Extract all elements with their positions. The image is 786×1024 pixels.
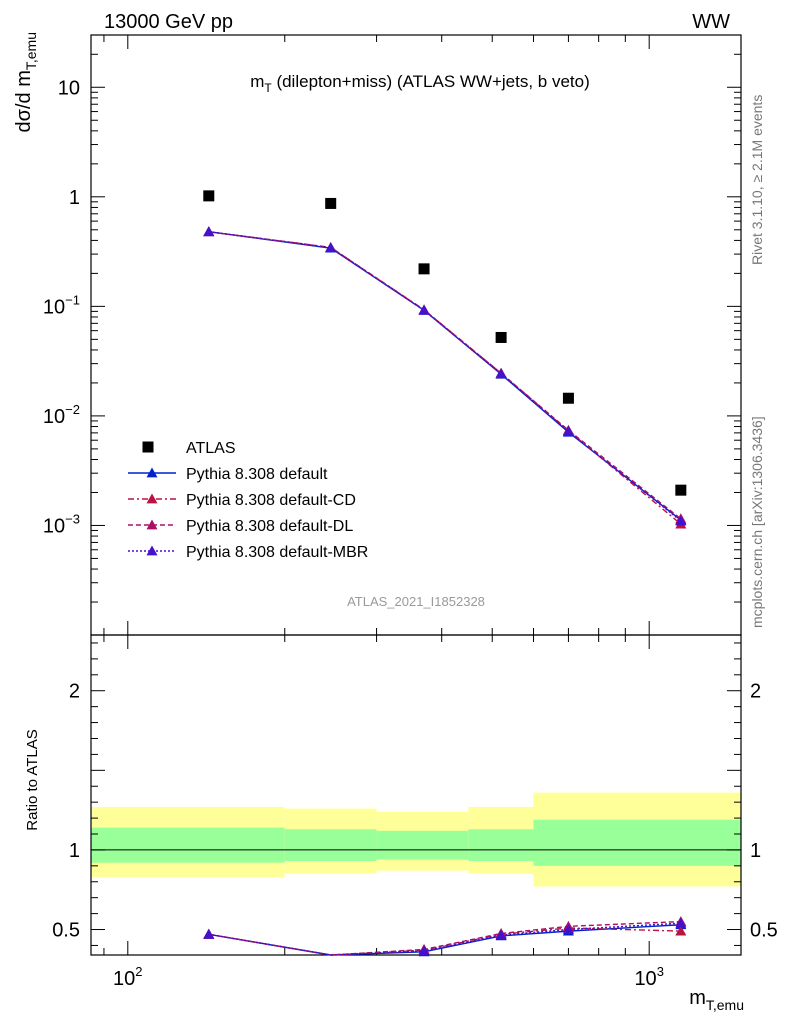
ratio-tick-label-right-1: 1 <box>750 840 761 862</box>
band-inner-0 <box>91 827 285 863</box>
ratio-tick-label-left-2: 2 <box>69 681 80 703</box>
band-inner-4 <box>533 819 741 866</box>
atlas-point-2 <box>418 263 430 275</box>
legend-marker-default <box>146 467 158 478</box>
y-tick-label-0.001: 10−3 <box>43 511 80 537</box>
series-line-main-mbr <box>208 231 682 522</box>
atlas-point-4 <box>562 392 574 404</box>
x-tick-label-1000: 103 <box>634 964 663 990</box>
axis-ticks <box>91 34 741 955</box>
series-marker-ratio-mbr-4 <box>562 924 574 934</box>
legend: ATLAS Pythia 8.308 default Pythia 8.308 de… <box>128 440 368 561</box>
atlas-point-1 <box>325 197 337 209</box>
legend-label-mbr: Pythia 8.308 default-MBR <box>186 544 368 561</box>
series-marker-main-mbr-3 <box>495 368 507 379</box>
ratio-y-axis-label: Ratio to ATLAS <box>24 729 41 830</box>
legend-marker-dl <box>146 519 158 530</box>
series-marker-main-mbr-4 <box>562 426 574 436</box>
atlas-data-points <box>203 190 687 496</box>
series-marker-ratio-mbr-3 <box>495 929 507 940</box>
band-inner-2 <box>376 830 469 860</box>
series-marker-ratio-mbr-5 <box>675 917 687 928</box>
ratio-plot-frame <box>90 634 742 956</box>
series-marker-ratio-cd-5 <box>675 925 687 936</box>
plot-title: mT (dilepton+miss) (ATLAS WW+jets, b vet… <box>250 72 590 95</box>
side-label-mcplots: mcplots.cern.ch [arXiv:1306.3436] <box>749 416 765 628</box>
legend-label-default: Pythia 8.308 default <box>186 466 328 483</box>
series-line-ratio-cd <box>208 927 681 956</box>
legend-marker-mbr <box>146 545 158 556</box>
y-tick-label-10: 10 <box>58 77 80 99</box>
band-inner-3 <box>468 829 534 862</box>
axis-tick-labels: 102 103 10 1 10−1 10−2 10−3 2 2 1 1 0.5 0.5 <box>43 77 778 990</box>
ratio-uncertainty-bands <box>91 792 741 887</box>
axes-frames <box>90 34 742 956</box>
series-line-ratio-mbr <box>208 922 681 956</box>
atlas-point-0 <box>203 190 215 202</box>
legend-label-cd: Pythia 8.308 default-CD <box>186 492 356 509</box>
series-line-ratio-dl <box>208 920 681 956</box>
band-inner-1 <box>284 829 377 862</box>
y-axis-label: dσ/d mT,emu <box>13 32 39 133</box>
ratio-tick-label-right-2: 2 <box>750 681 761 703</box>
header-right: WW <box>692 11 730 33</box>
watermark: ATLAS_2021_I1852328 <box>347 594 485 609</box>
atlas-point-3 <box>495 331 507 343</box>
legend-label-atlas: ATLAS <box>186 440 236 457</box>
legend-label-dl: Pythia 8.308 default-DL <box>186 518 353 535</box>
ratio-tick-label-right-0.5: 0.5 <box>750 920 778 942</box>
series-marker-ratio-mbr-2 <box>418 945 430 956</box>
header-left: 13000 GeV pp <box>104 11 233 33</box>
x-axis-label: mT,emu <box>689 987 744 1013</box>
y-tick-label-1: 1 <box>69 187 80 209</box>
series-marker-ratio-mbr-0 <box>203 928 215 939</box>
series-line-ratio-default <box>208 924 681 956</box>
series-marker-main-mbr-5 <box>675 515 687 526</box>
ratio-tick-label-left-1: 1 <box>69 840 80 862</box>
side-label-rivet: Rivet 3.1.10, ≥ 2.1M events <box>749 95 765 265</box>
series-marker-main-mbr-2 <box>418 304 430 315</box>
legend-marker-cd <box>146 493 158 504</box>
series-layer <box>203 226 687 957</box>
y-tick-label-0.01: 10−2 <box>43 402 80 428</box>
series-marker-main-mbr-0 <box>203 226 215 237</box>
atlas-point-5 <box>675 484 687 496</box>
series-mbr <box>203 226 687 956</box>
x-tick-label-100: 102 <box>113 964 142 990</box>
ratio-tick-label-left-0.5: 0.5 <box>52 920 80 942</box>
legend-marker-atlas <box>142 441 154 453</box>
y-tick-label-0.1: 10−1 <box>43 292 80 318</box>
series-marker-main-mbr-1 <box>325 242 337 253</box>
